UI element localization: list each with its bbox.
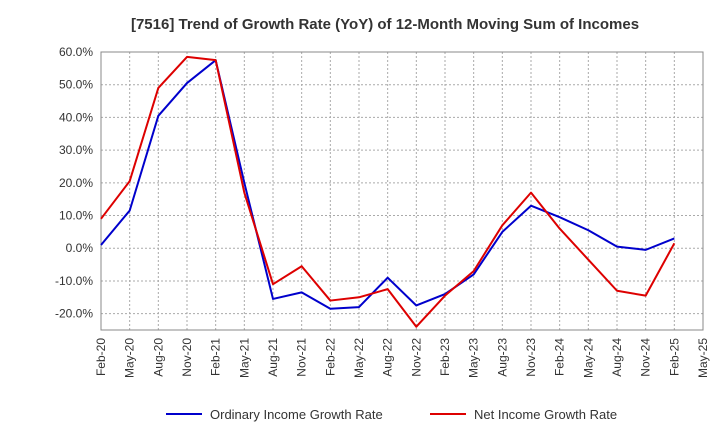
legend-label: Net Income Growth Rate [474, 407, 617, 422]
x-tick-label: May-25 [696, 338, 710, 378]
grid-lines [100, 51, 704, 330]
x-tick-label: May-23 [467, 338, 481, 378]
plot-area-border [100, 51, 704, 331]
x-tick-label: Nov-24 [639, 338, 653, 377]
y-tick-label: 0.0% [66, 241, 94, 255]
x-tick-label: Feb-25 [667, 338, 681, 376]
axes: 60.0% 50.0% 40.0% 30.0% 20.0% 10.0% 0.0% -10.0%… [55, 45, 710, 378]
x-tick-label: May-21 [237, 338, 251, 378]
x-tick-label: Feb-22 [323, 338, 337, 376]
chart-title: [7516] Trend of Growth Rate (YoY) of 12-… [131, 16, 639, 33]
series-lines [100, 55, 676, 328]
x-tick-label: May-24 [581, 338, 595, 378]
x-tick-label: Feb-21 [209, 338, 223, 376]
legend-label: Ordinary Income Growth Rate [210, 407, 383, 422]
y-tick-label: 30.0% [59, 143, 93, 157]
x-tick-label: Nov-23 [524, 338, 538, 377]
series-line-ordinary-income [100, 59, 675, 310]
x-tick-label: Aug-22 [381, 338, 395, 377]
y-tick-label: 60.0% [59, 45, 93, 59]
y-tick-label: 40.0% [59, 110, 93, 124]
x-tick-label: Nov-22 [409, 338, 423, 377]
x-tick-label: Aug-21 [266, 338, 280, 377]
x-tick-label: Aug-24 [610, 338, 624, 377]
legend: Ordinary Income Growth Rate Net Income Gr… [166, 407, 617, 422]
x-tick-label: Nov-20 [180, 338, 194, 377]
y-tick-label: -10.0% [55, 274, 93, 288]
x-tick-label: May-22 [352, 338, 366, 378]
x-tick-label: Feb-20 [94, 338, 108, 376]
x-tick-label: Feb-23 [438, 338, 452, 376]
series-line-net-income [100, 55, 676, 328]
x-tick-label: Nov-21 [295, 338, 309, 377]
x-tick-label: Aug-23 [495, 338, 509, 377]
y-tick-label: 10.0% [59, 209, 93, 223]
x-tick-label: May-20 [123, 338, 137, 378]
y-tick-label: 50.0% [59, 78, 93, 92]
x-tick-label: Aug-20 [151, 338, 165, 377]
x-tick-label: Feb-24 [553, 338, 567, 376]
y-tick-label: 20.0% [59, 176, 93, 190]
y-tick-label: -20.0% [55, 307, 93, 321]
